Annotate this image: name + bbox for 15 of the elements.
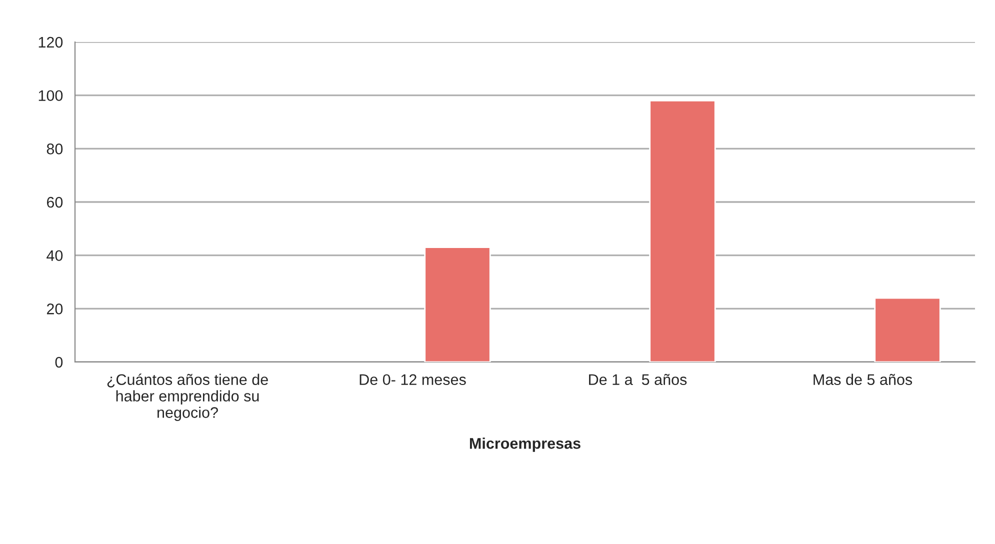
x-tick-label: Mas de 5 años: [814, 374, 912, 386]
y-tick-label: 40: [46, 250, 63, 262]
y-tick-label: 120: [38, 36, 63, 48]
y-tick-label: 100: [38, 90, 63, 102]
x-tick-label: ¿Cuántos años tiene de haber emprendido su negocio?: [107, 374, 268, 421]
x-tick-label: De 1 a 5 años: [589, 374, 687, 386]
bar: [424, 246, 491, 362]
y-tick-label: 0: [55, 356, 63, 368]
bar: [649, 100, 716, 362]
y-tick-label: 20: [46, 304, 63, 314]
bar: [874, 297, 941, 362]
y-tick-label: 80: [46, 144, 63, 154]
y-tick-label: 60: [46, 196, 63, 208]
x-tick-label: De 0- 12 meses: [360, 374, 466, 386]
x-axis-title: Microempresas: [470, 438, 580, 452]
